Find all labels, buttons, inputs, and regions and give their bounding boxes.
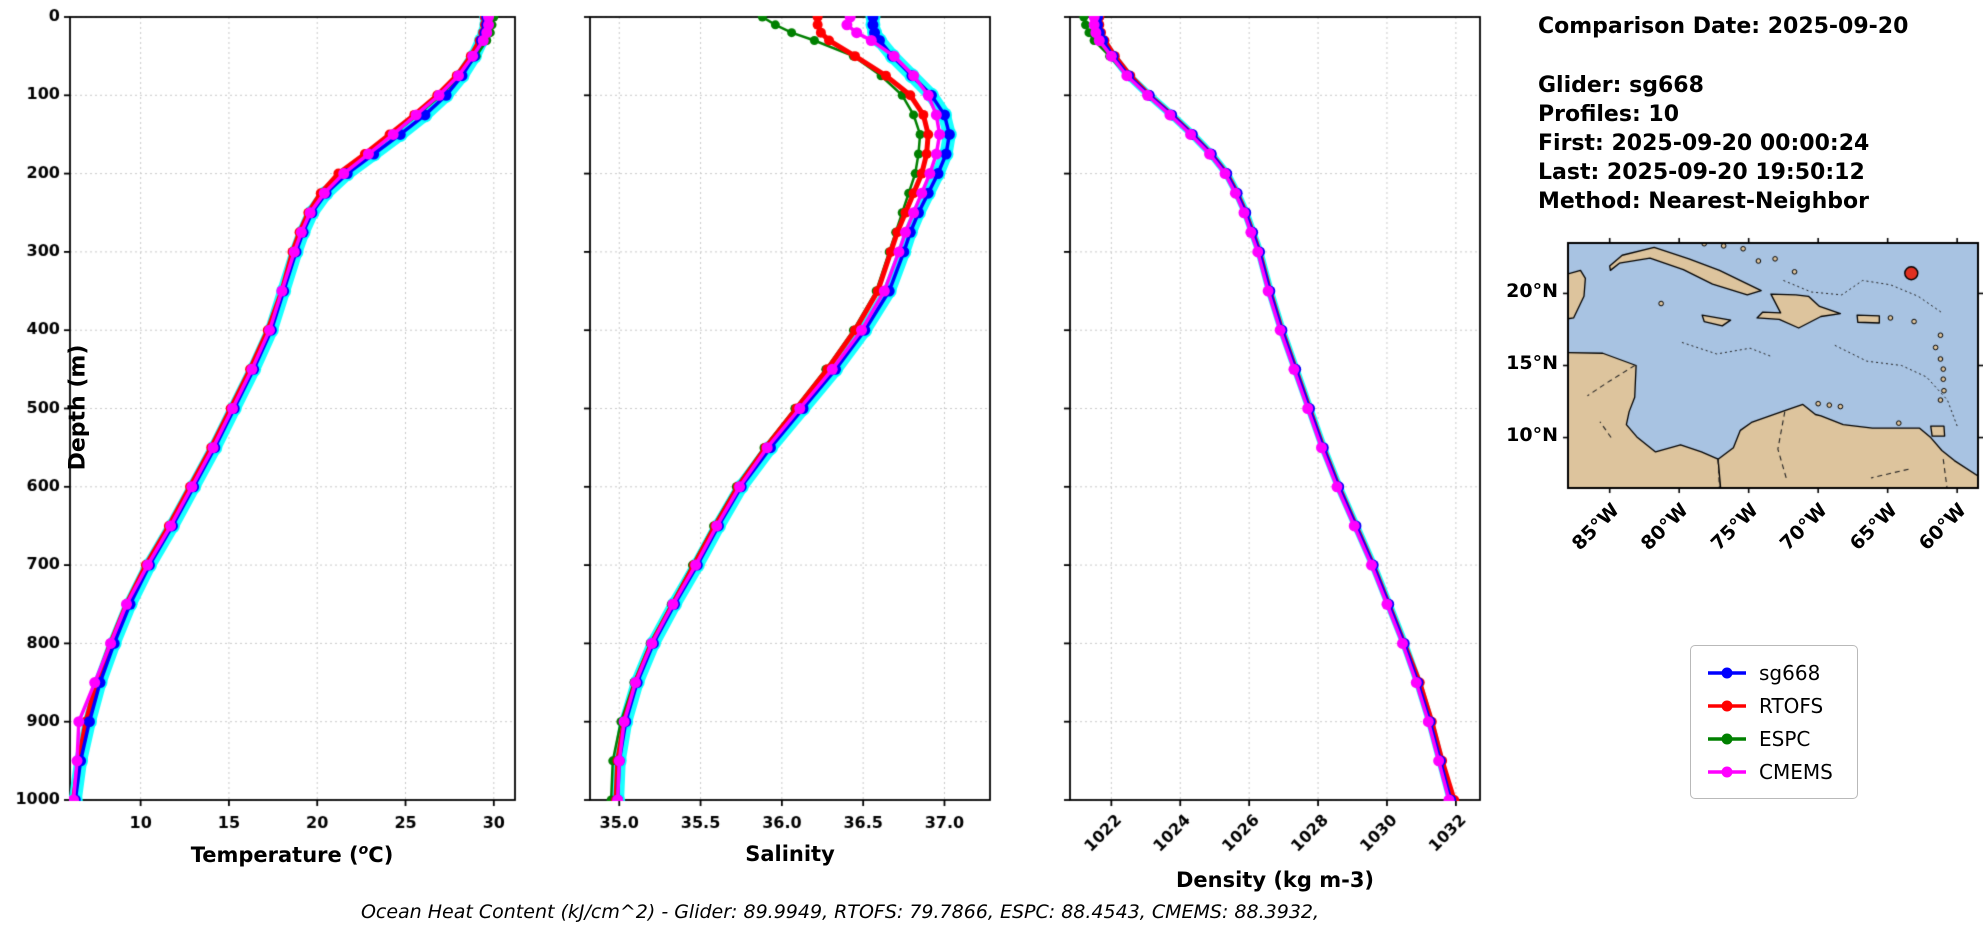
legend-label-cmems: CMEMS — [1759, 759, 1833, 784]
legend-item-espc: ESPC — [1705, 722, 1843, 755]
last-time-text: Last: 2025-09-20 19:50:12 — [1538, 160, 1865, 185]
ohc-footer: Ocean Heat Content (kJ/cm^2) - Glider: 8… — [360, 901, 1320, 923]
method-text: Method: Nearest-Neighbor — [1538, 189, 1869, 214]
glider-text: Glider: sg668 — [1538, 73, 1704, 98]
legend-label-sg668: sg668 — [1759, 660, 1821, 685]
legend-label-espc: ESPC — [1759, 726, 1811, 751]
map-lat-tick-20n: 20°N — [1506, 280, 1558, 302]
legend-item-sg668: sg668 — [1705, 656, 1843, 689]
temperature-label-prefix: Temperature ( — [190, 843, 359, 867]
legend-marker-sg668 — [1708, 667, 1746, 678]
salinity-axis-label: Salinity — [745, 842, 835, 866]
map-lat-tick-10n: 10°N — [1506, 424, 1558, 446]
info-block: Comparison Date: 2025-09-20 Glider: sg66… — [1538, 12, 1908, 216]
profiles-text: Profiles: 10 — [1538, 102, 1680, 127]
legend: sg668 RTOFS ESPC CMEMS — [1690, 645, 1858, 799]
density-axis-label: Density (kg m-3) — [1175, 868, 1375, 892]
legend-marker-rtofs — [1708, 700, 1746, 711]
temperature-axis-label: Temperature (oC) — [92, 842, 492, 867]
legend-item-rtofs: RTOFS — [1705, 689, 1843, 722]
info-spacer — [1538, 41, 1908, 71]
depth-axis-label: Depth (m) — [65, 344, 91, 471]
temperature-label-suffix: C) — [368, 843, 394, 867]
map-lat-tick-15n: 15°N — [1506, 352, 1558, 374]
legend-marker-cmems — [1708, 766, 1746, 777]
legend-marker-espc — [1708, 733, 1746, 744]
first-time-text: First: 2025-09-20 00:00:24 — [1538, 131, 1870, 156]
legend-item-cmems: CMEMS — [1705, 755, 1843, 788]
legend-label-rtofs: RTOFS — [1759, 693, 1824, 718]
temperature-label-degree: o — [358, 842, 369, 858]
comparison-date-text: Comparison Date: 2025-09-20 — [1538, 14, 1909, 39]
